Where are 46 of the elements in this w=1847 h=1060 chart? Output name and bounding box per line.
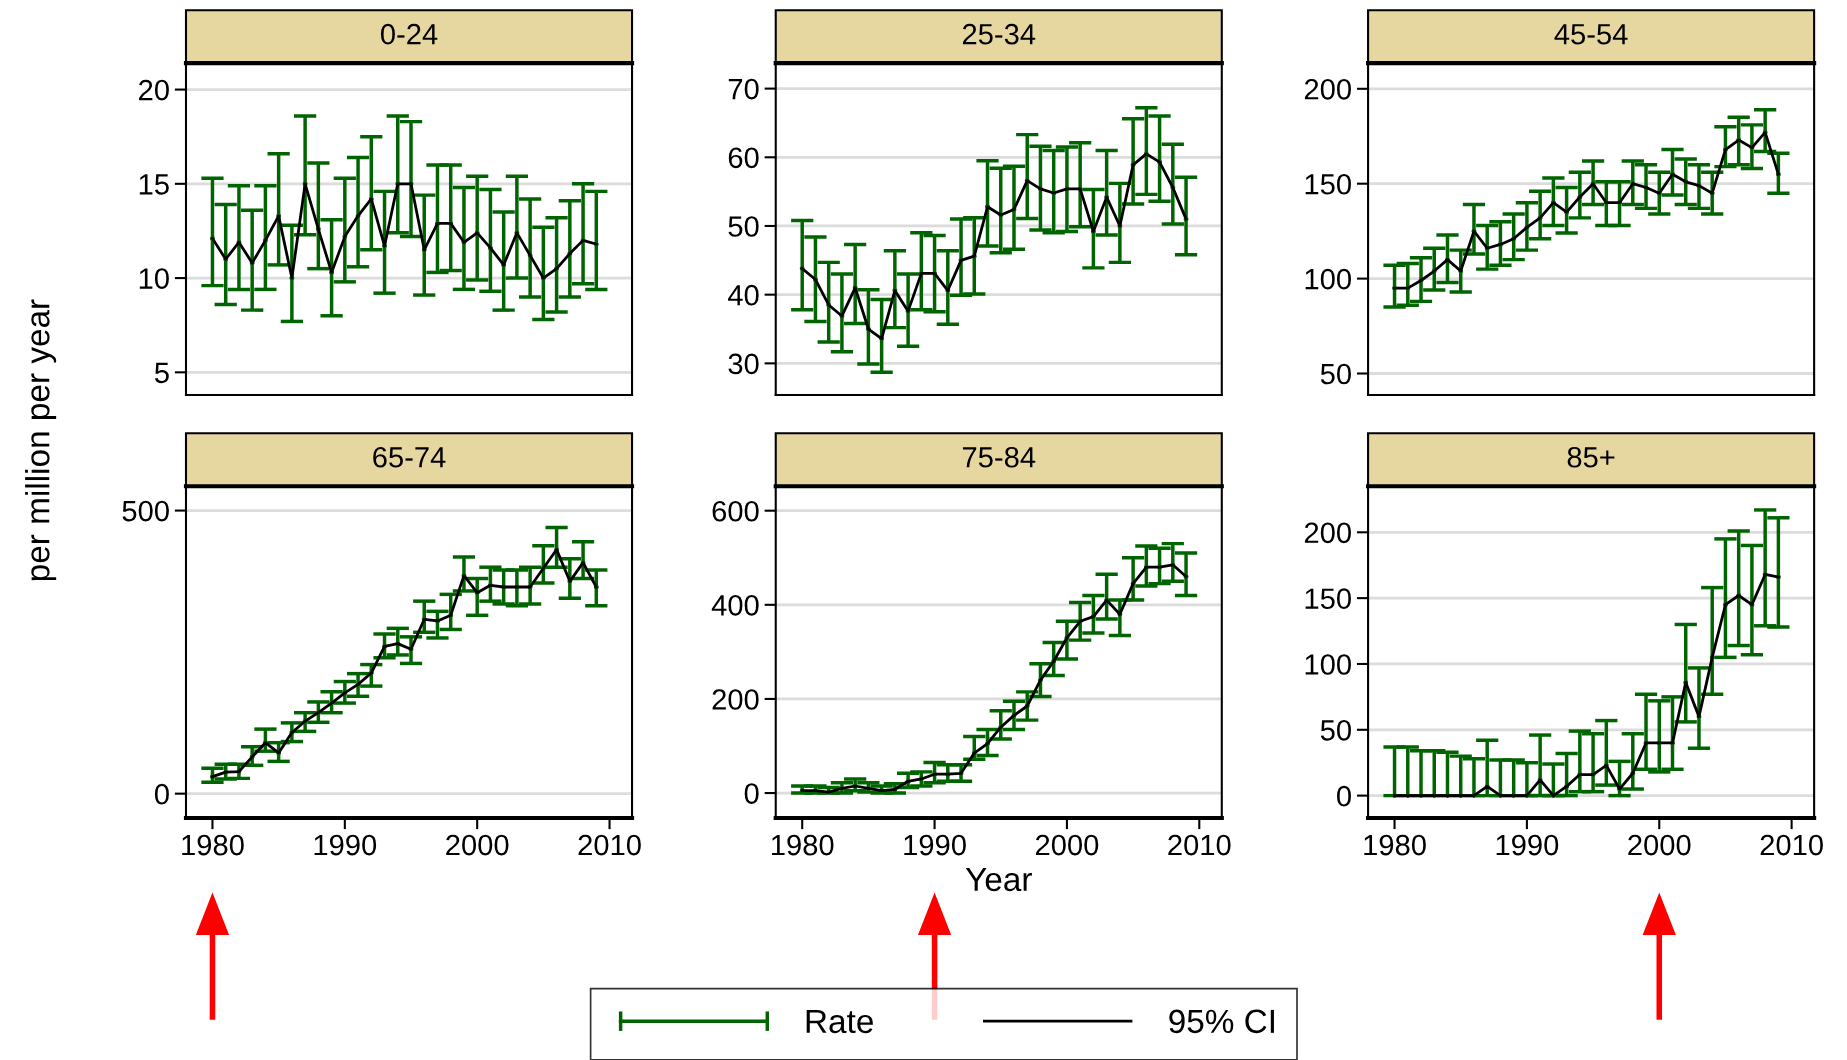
y-tick-label: 400 bbox=[711, 595, 759, 616]
y-tick-label: 15 bbox=[139, 174, 169, 195]
chart-title: 45-54 bbox=[1554, 24, 1628, 45]
x-tick-label: 1990 bbox=[314, 834, 377, 856]
y-tick-label: 500 bbox=[122, 500, 169, 522]
y-tick-label: 100 bbox=[1305, 268, 1351, 290]
y-tick-label: 200 bbox=[1304, 79, 1351, 100]
y-tick-label: 60 bbox=[728, 147, 759, 169]
legend-label: Rate bbox=[806, 1009, 873, 1034]
y-tick-label: 0 bbox=[744, 783, 759, 804]
x-tick-label: 2010 bbox=[1760, 834, 1823, 856]
x-tick-label: 1980 bbox=[772, 834, 834, 856]
y-tick-label: 70 bbox=[728, 78, 759, 100]
y-tick-label: 600 bbox=[712, 500, 759, 522]
y-tick-label: 150 bbox=[1305, 588, 1351, 609]
chart-title: 65-74 bbox=[373, 446, 446, 468]
x-axis-title: Year bbox=[965, 867, 1032, 892]
x-tick-label: 1990 bbox=[1496, 834, 1559, 856]
chart-title: 25-34 bbox=[962, 23, 1036, 45]
y-tick-label: 50 bbox=[728, 216, 759, 237]
y-tick-label: 30 bbox=[728, 353, 759, 375]
chart-title: 85+ bbox=[1567, 446, 1615, 468]
x-tick-label: 1980 bbox=[182, 834, 244, 856]
chart-title: 75-84 bbox=[962, 446, 1036, 468]
x-tick-label: 2000 bbox=[446, 834, 509, 856]
y-tick-label: 20 bbox=[139, 79, 169, 101]
y-tick-label: 0 bbox=[1337, 785, 1351, 807]
chart-title: 0-24 bbox=[380, 23, 438, 45]
x-tick-label: 2010 bbox=[578, 834, 641, 856]
x-tick-label: 2000 bbox=[1628, 834, 1691, 856]
y-tick-label: 40 bbox=[728, 284, 759, 306]
x-tick-label: 2010 bbox=[1168, 834, 1231, 856]
y-tick-label: 50 bbox=[1320, 363, 1351, 385]
y-tick-label: 150 bbox=[1305, 173, 1351, 195]
y-tick-label: 10 bbox=[139, 268, 169, 289]
x-tick-label: 2000 bbox=[1035, 834, 1099, 856]
y-tick-label: 5 bbox=[154, 362, 169, 384]
y-tick-label: 100 bbox=[1305, 654, 1351, 675]
legend-label: 95% CI bbox=[1169, 1009, 1274, 1034]
y-tick-label: 200 bbox=[712, 689, 759, 710]
y-tick-label: 50 bbox=[1320, 719, 1351, 741]
x-tick-label: 1980 bbox=[1364, 834, 1426, 856]
y-axis-title: per million per year bbox=[25, 299, 57, 581]
x-tick-label: 1990 bbox=[904, 834, 966, 856]
y-tick-label: 0 bbox=[154, 783, 169, 805]
y-tick-label: 200 bbox=[1304, 522, 1351, 544]
